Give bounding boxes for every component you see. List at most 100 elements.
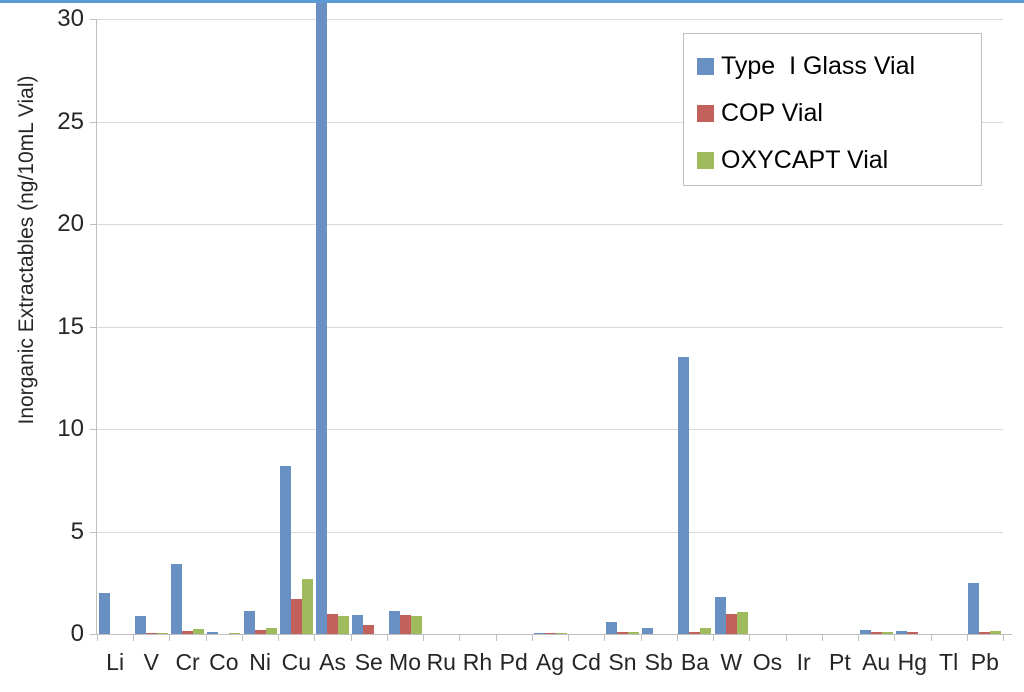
x-axis-tick [459, 635, 461, 641]
bar-type-i-glass-vial-cu [279, 465, 291, 634]
bar-oxycapt-vial-v [156, 632, 168, 634]
x-axis-tick [531, 635, 533, 641]
gridline [97, 531, 1003, 533]
bar-oxycapt-vial-sn [627, 631, 639, 634]
x-tick-label-tl: Tl [939, 649, 959, 675]
bar-type-i-glass-vial-au [859, 629, 871, 634]
x-axis-tick [350, 635, 352, 641]
bar-type-i-glass-vial-mo [388, 611, 400, 634]
y-axis-tick [90, 224, 97, 225]
bar-cop-vial-cr [182, 630, 194, 634]
bar-cop-vial-as [327, 613, 339, 634]
bar-cop-vial-hg [906, 631, 918, 634]
x-tick-label-w: W [720, 649, 743, 675]
x-axis-tick [713, 635, 715, 641]
bar-type-i-glass-vial-cr [171, 564, 183, 634]
x-axis-tick [423, 635, 425, 641]
bar-cop-vial-se [363, 624, 375, 634]
x-tick-label-au: Au [862, 649, 891, 675]
bar-type-i-glass-vial-pb [968, 582, 980, 634]
bar-cop-vial-cu [290, 599, 302, 634]
x-tick-label-mo: Mo [389, 649, 421, 675]
x-axis-tick [97, 635, 98, 641]
bar-cop-vial-pb [979, 631, 991, 634]
gridline [97, 121, 1003, 123]
bar-type-i-glass-vial-ag [533, 632, 545, 634]
x-axis-baseline [96, 634, 1012, 635]
x-axis-tick [821, 635, 823, 641]
plot-area [97, 0, 1003, 634]
x-axis-tick [386, 635, 388, 641]
x-axis-tick [785, 635, 787, 641]
y-tick-label: 20 [57, 210, 84, 237]
y-tick-label: 30 [57, 5, 84, 32]
bar-cop-vial-v [145, 632, 157, 634]
bar-type-i-glass-vial-ni [243, 611, 255, 634]
bar-oxycapt-vial-mo [410, 615, 422, 634]
x-axis-tick [169, 635, 171, 641]
y-tick-label: 5 [70, 517, 84, 545]
bar-type-i-glass-vial-se [352, 614, 364, 634]
bar-cop-vial-ba [689, 631, 701, 634]
legend-item: OXYCAPT Vial [697, 137, 981, 184]
x-tick-label-cd: Cd [571, 649, 601, 675]
x-tick-label-pt: Pt [829, 649, 851, 675]
legend-swatch-icon [697, 152, 714, 169]
bar-cop-vial-w [725, 613, 737, 634]
bar-type-i-glass-vial-hg [895, 630, 907, 634]
bar-type-i-glass-vial-v [134, 615, 146, 634]
bar-oxycapt-vial-cu [301, 578, 313, 634]
legend: Type I Glass Vial COP Vial OXYCAPT Vial [683, 33, 982, 186]
x-tick-label-sn: Sn [608, 649, 637, 675]
x-axis-tick [241, 635, 243, 641]
gridline [97, 326, 1003, 328]
x-tick-label-li: Li [106, 649, 125, 675]
y-tick-label: 10 [57, 415, 84, 442]
legend-label: Type I Glass Vial [721, 52, 916, 80]
x-axis-tick [278, 635, 280, 641]
bar-cop-vial-ag [544, 632, 556, 634]
x-axis-tick [858, 635, 860, 641]
x-tick-label-ag: Ag [535, 649, 565, 675]
bar-oxycapt-vial-pb [990, 630, 1002, 634]
bar-type-i-glass-vial-as [316, 0, 328, 634]
legend-item: Type I Glass Vial [697, 43, 981, 90]
legend-swatch-icon [697, 58, 714, 75]
y-axis-tick [90, 19, 97, 20]
top-border-strip [0, 0, 1024, 3]
x-axis-tick [568, 635, 570, 641]
x-axis-tick [640, 635, 642, 641]
x-tick-label-pd: Pd [499, 649, 528, 675]
bar-type-i-glass-vial-co [207, 631, 219, 634]
x-tick-label-sb: Sb [644, 649, 673, 675]
bar-cop-vial-au [870, 631, 882, 634]
x-tick-label-ir: Ir [796, 649, 811, 675]
y-tick-label: 25 [57, 107, 84, 135]
x-tick-label-cr: Cr [175, 649, 200, 675]
bar-oxycapt-vial-as [338, 615, 350, 634]
y-axis-tick [90, 429, 97, 430]
bar-type-i-glass-vial-sb [642, 627, 654, 634]
gridline [97, 224, 1003, 225]
x-tick-label-ba: Ba [680, 649, 710, 675]
y-axis-tick [90, 531, 97, 533]
bar-oxycapt-vial-ni [265, 627, 277, 634]
x-axis-tick [1003, 635, 1004, 641]
bar-cop-vial-ni [254, 629, 266, 634]
x-tick-label-ni: Ni [249, 649, 271, 675]
x-tick-label-os: Os [752, 649, 783, 675]
legend-item: COP Vial [697, 90, 981, 137]
bar-cop-vial-mo [399, 614, 411, 634]
y-tick-label: 0 [70, 620, 84, 647]
x-axis-tick [495, 635, 497, 641]
gridline [97, 429, 1003, 430]
bar-type-i-glass-vial-w [714, 597, 726, 634]
bar-oxycapt-vial-cr [193, 628, 205, 634]
x-tick-label-se: Se [354, 649, 383, 675]
y-axis-tick [90, 121, 97, 123]
x-tick-label-as: As [319, 649, 346, 675]
x-tick-label-pb: Pb [970, 649, 999, 675]
y-axis-tick [90, 326, 97, 328]
y-tick-label: 15 [57, 312, 84, 340]
x-axis-tick [205, 635, 207, 641]
